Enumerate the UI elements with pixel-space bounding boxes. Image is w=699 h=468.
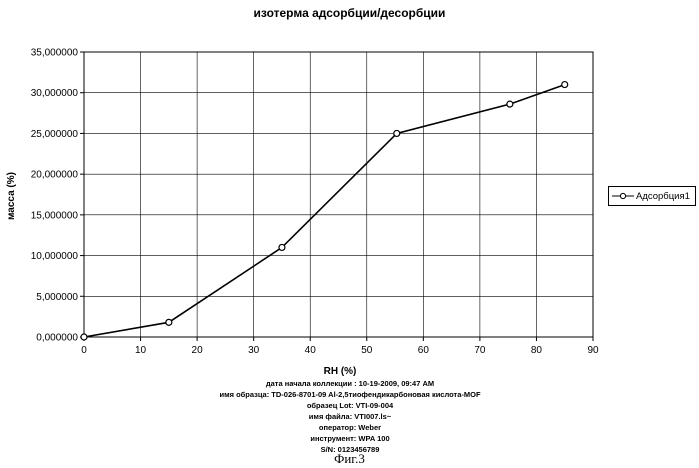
caption-line: инструмент: WPA 100 bbox=[150, 433, 550, 444]
x-tick-label: 0 bbox=[81, 345, 87, 356]
x-tick-label: 70 bbox=[474, 345, 486, 356]
y-tick-label: 35,000000 bbox=[31, 48, 79, 59]
x-tick-label: 90 bbox=[587, 345, 599, 356]
caption-line: оператор: Weber bbox=[150, 422, 550, 433]
plot-area: 0 10 20 30 40 50 60 70 80 90 0,000000 5,000000 10,0… bbox=[0, 0, 699, 378]
y-axis-label: масса (%) bbox=[6, 172, 17, 220]
data-point bbox=[279, 244, 285, 250]
chart-caption: дата начала коллекции : 10-19-2009, 09:4… bbox=[150, 378, 550, 455]
legend: Адсорбция1 bbox=[608, 186, 696, 206]
y-tick-label: 0,000000 bbox=[36, 333, 78, 344]
y-tick-label: 10,000000 bbox=[31, 251, 79, 262]
x-axis-label: RH (%) bbox=[324, 366, 357, 377]
series-line bbox=[84, 85, 565, 337]
x-tick-label: 80 bbox=[531, 345, 543, 356]
grid-lines bbox=[84, 52, 593, 337]
series-layer bbox=[81, 82, 568, 340]
y-tick-label: 20,000000 bbox=[31, 170, 79, 181]
plot-frame bbox=[84, 52, 593, 337]
y-tick-label: 15,000000 bbox=[31, 210, 79, 221]
data-point bbox=[166, 319, 172, 325]
caption-line: имя образца: TD-026-8701-09 Al-2,5тиофен… bbox=[150, 389, 550, 400]
x-tick-label: 30 bbox=[248, 345, 260, 356]
data-point bbox=[394, 130, 400, 136]
legend-entry-label: Адсорбция1 bbox=[636, 191, 690, 202]
y-tick-label: 30,000000 bbox=[31, 88, 79, 99]
figure-label: Фиг.3 bbox=[0, 451, 699, 467]
x-tick-label: 20 bbox=[192, 345, 204, 356]
caption-line: имя файла: VTI007.ls~ bbox=[150, 411, 550, 422]
x-axis-ticks: 0 10 20 30 40 50 60 70 80 90 bbox=[81, 337, 599, 356]
y-tick-label: 25,000000 bbox=[31, 129, 79, 140]
x-tick-label: 10 bbox=[135, 345, 147, 356]
x-tick-label: 50 bbox=[361, 345, 373, 356]
x-tick-label: 60 bbox=[418, 345, 430, 356]
data-point bbox=[81, 334, 87, 340]
caption-line: дата начала коллекции : 10-19-2009, 09:4… bbox=[150, 378, 550, 389]
data-point bbox=[507, 101, 513, 107]
y-tick-label: 5,000000 bbox=[36, 292, 78, 303]
x-tick-label: 40 bbox=[305, 345, 317, 356]
legend-marker-icon bbox=[612, 192, 634, 200]
y-axis-ticks: 0,000000 5,000000 10,000000 15,000000 20,000… bbox=[31, 48, 84, 344]
data-point bbox=[562, 82, 568, 88]
caption-line: образец Lot: VTI-09-004 bbox=[150, 400, 550, 411]
